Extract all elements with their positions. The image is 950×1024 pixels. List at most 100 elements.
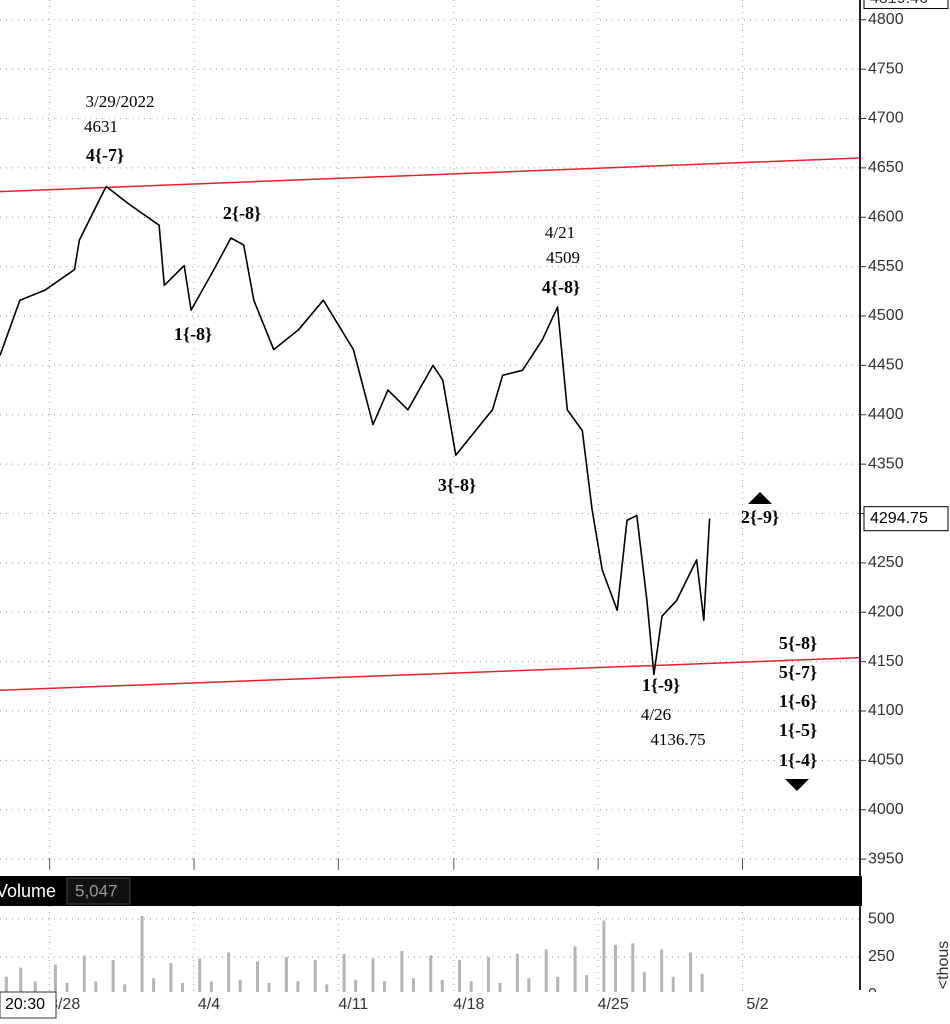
annotation: 1{-6} [779, 691, 817, 711]
annotation: 4631 [84, 117, 118, 136]
annotation: 4{-7} [86, 145, 124, 165]
volume-bar [642, 972, 646, 992]
volume-bar [4, 976, 8, 992]
x-tick-label: 4/18 [453, 996, 484, 1013]
up-arrow [748, 492, 772, 504]
volume-bar [111, 960, 115, 992]
y-tick-label: 4750 [868, 60, 904, 77]
trend-line [0, 157, 860, 193]
volume-bar [585, 975, 589, 992]
volume-title: Volume [0, 881, 56, 901]
annotation: 4136.75 [650, 730, 705, 749]
volume-bar [613, 944, 617, 992]
y-tick-label: 4600 [868, 208, 904, 225]
volume-bar [227, 952, 231, 992]
time-box [0, 991, 57, 1019]
annotation: 4{-8} [542, 277, 580, 297]
volume-tick-label: 250 [868, 948, 895, 965]
volume-bar [515, 953, 519, 992]
volume-bar [82, 955, 86, 992]
volume-bar [544, 949, 548, 992]
y-tick-label: 4800 [868, 11, 904, 28]
volume-bar [469, 981, 473, 992]
volume-bar [440, 979, 444, 992]
x-tick-label: 5/2 [746, 996, 768, 1013]
volume-bar [383, 981, 387, 992]
annotation: 1{-4} [779, 750, 817, 770]
x-tick-label: 4/25 [598, 996, 629, 1013]
annotation: 5{-7} [779, 662, 817, 682]
volume-bar [123, 984, 127, 992]
y-tick-label: 4400 [868, 406, 904, 423]
volume-bar [180, 982, 184, 992]
down-arrow [785, 779, 809, 791]
price-panel: 3/29/2022 4631 4{-7} 2{-8} 1{-8} 4/21 4509 4{-8… [0, 0, 860, 870]
volume-header [0, 876, 862, 906]
volume-bar [411, 978, 415, 992]
volume-bar [198, 958, 202, 992]
volume-bar [140, 916, 144, 992]
volume-bar [152, 978, 156, 992]
volume-bar [65, 982, 69, 992]
volume-bar [267, 982, 271, 992]
y-tick-label: 3950 [868, 850, 904, 867]
volume-bar [671, 976, 675, 992]
volume-bar [284, 957, 288, 992]
volume-bar [313, 960, 317, 992]
y-tick-label: 4450 [868, 357, 904, 374]
annotation: 2{-9} [741, 507, 779, 527]
y-tick-label: 4700 [868, 110, 904, 127]
last-price-box [863, 506, 949, 532]
volume-tick-label: 0 [868, 986, 877, 1003]
annotation: 4/26 [641, 705, 671, 724]
annotation: 1{-8} [174, 324, 212, 344]
volume-panel: 0 250 500 [0, 906, 895, 1003]
volume-bar [94, 981, 98, 992]
y-tick-label: 4500 [868, 307, 904, 324]
y-tick-label: 4200 [868, 603, 904, 620]
volume-bar [602, 920, 606, 992]
volume-bar [209, 981, 213, 992]
volume-bar [660, 949, 664, 992]
y-tick-label: 4650 [868, 159, 904, 176]
volume-bar [689, 952, 693, 992]
y-tick-label: 4550 [868, 258, 904, 275]
x-tick-label: 4/4 [198, 996, 220, 1013]
annotation: 3{-8} [438, 475, 476, 495]
y-tick-label: 4150 [868, 653, 904, 670]
y-tick-label: 4350 [868, 455, 904, 472]
time-label: 20:30 [5, 996, 45, 1013]
volume-bar [296, 981, 300, 992]
volume-bar [458, 960, 462, 992]
volume-bar [498, 982, 502, 992]
volume-bar [325, 984, 329, 992]
x-tick-label: 3/28 [49, 996, 80, 1013]
x-tick-label: 4/11 [338, 996, 368, 1013]
volume-bar [700, 973, 704, 992]
high-price-label: 4819.46 [870, 0, 928, 7]
trend-line [0, 656, 860, 692]
annotation: 1{-5} [779, 720, 817, 740]
y-tick-label: 4250 [868, 554, 904, 571]
volume-bar [342, 953, 346, 992]
volume-bar [573, 946, 577, 992]
volume-bar [400, 950, 404, 992]
y-tick-label: 4000 [868, 801, 904, 818]
volume-bar [631, 943, 635, 992]
volume-bar [33, 981, 37, 992]
annotation: 5{-8} [779, 633, 817, 653]
volume-bar [486, 957, 490, 992]
volume-bar [169, 963, 173, 992]
volume-bar [429, 955, 433, 992]
volume-bar [527, 978, 531, 992]
price-line [0, 185, 711, 676]
annotation: 4509 [546, 248, 580, 267]
volume-bar [354, 979, 358, 992]
last-price-label: 4294.75 [870, 510, 928, 527]
volume-bar [371, 958, 375, 992]
annotation: 4/21 [545, 223, 575, 242]
annotation: 2{-8} [223, 203, 261, 223]
volume-bar [556, 976, 560, 992]
